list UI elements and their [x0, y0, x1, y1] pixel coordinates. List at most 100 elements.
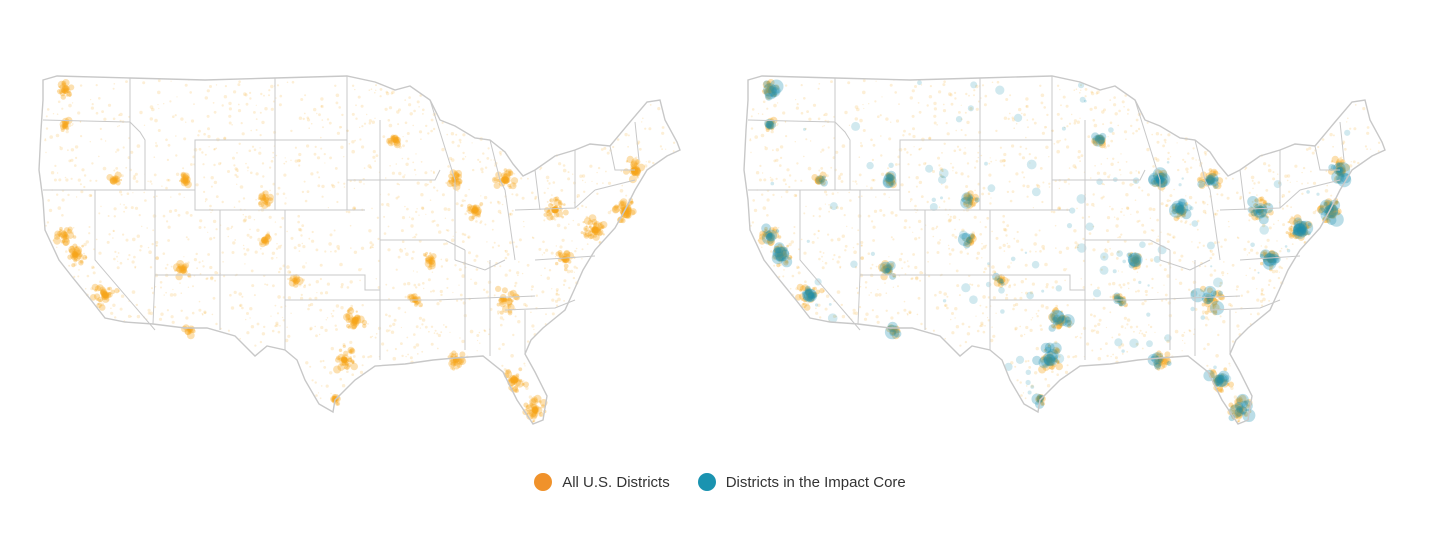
district-dot [1224, 378, 1228, 383]
district-dot [551, 203, 554, 207]
district-dot [1252, 187, 1254, 190]
district-dot [207, 231, 209, 233]
district-dot [67, 90, 71, 95]
district-dot [473, 208, 477, 212]
district-dot [858, 156, 861, 158]
district-dot [871, 178, 874, 182]
district-dot [180, 171, 187, 178]
district-dot [136, 234, 140, 238]
district-dot [428, 262, 436, 270]
district-dot [497, 244, 500, 247]
district-dot [424, 257, 429, 261]
district-dot [245, 162, 247, 165]
district-dot [227, 329, 230, 332]
district-dot [272, 100, 275, 103]
district-dot [479, 342, 481, 344]
district-dot [1289, 234, 1293, 238]
district-dot [599, 221, 603, 225]
district-dot [483, 329, 486, 332]
district-dot [1236, 285, 1239, 288]
impact-core-dot [1293, 217, 1303, 227]
district-dot [531, 408, 537, 414]
district-dot [513, 377, 520, 383]
district-dot [1064, 138, 1067, 141]
district-dot [1084, 95, 1087, 98]
district-dot [446, 277, 449, 281]
district-dot [951, 312, 954, 315]
district-dot [750, 127, 754, 130]
district-dot [875, 80, 877, 82]
district-dot [903, 226, 907, 229]
district-dot [374, 117, 376, 119]
district-dot [261, 236, 269, 244]
district-dot [932, 329, 935, 332]
district-dot [116, 255, 118, 258]
district-dot [1020, 394, 1023, 397]
district-dot [1108, 282, 1112, 286]
district-dot [1265, 189, 1269, 192]
district-dot [1095, 135, 1100, 141]
district-dot [319, 308, 323, 312]
district-dot [551, 298, 555, 302]
impact-core-dot [960, 196, 973, 209]
district-dot [890, 236, 893, 239]
district-dot [326, 317, 329, 319]
district-dot [471, 207, 478, 214]
district-dot [858, 173, 862, 177]
district-dot [777, 252, 783, 257]
district-dot [780, 156, 783, 159]
district-dot [1127, 108, 1130, 112]
district-dot [903, 129, 906, 133]
district-dot [351, 359, 355, 363]
district-dot [498, 299, 500, 302]
district-dot [1234, 404, 1240, 409]
district-dot [926, 251, 929, 254]
district-dot [231, 124, 233, 126]
district-dot [954, 91, 957, 94]
district-dot [172, 263, 181, 272]
district-dot [102, 166, 107, 171]
district-dot [263, 238, 267, 242]
district-dot [1054, 356, 1057, 360]
district-dot [996, 80, 1000, 84]
district-dot [1011, 116, 1015, 120]
impact-core-dot [1032, 355, 1042, 366]
impact-core-dot [884, 267, 890, 274]
district-dot [1322, 205, 1325, 208]
district-dot [1114, 112, 1118, 116]
district-dot [169, 100, 172, 103]
district-dot [452, 367, 456, 371]
district-dot [1048, 358, 1052, 362]
district-dot [1133, 258, 1141, 265]
impact-core-dot [1206, 299, 1211, 305]
district-dot [943, 292, 947, 296]
district-dot [454, 169, 463, 178]
district-dot [341, 356, 348, 364]
impact-core-dot [1150, 177, 1158, 186]
district-dot [796, 103, 799, 106]
district-dot [58, 233, 63, 238]
district-dot [819, 250, 822, 253]
district-dot [627, 134, 630, 137]
district-dot [249, 235, 253, 239]
district-dot [767, 123, 774, 130]
district-dot [1167, 157, 1170, 161]
district-dot [320, 147, 323, 150]
district-dot [71, 251, 79, 259]
impact-core-dot [1256, 209, 1262, 215]
district-dot [1046, 356, 1053, 363]
district-dot [469, 329, 474, 334]
district-dot [95, 238, 98, 241]
district-dot [918, 180, 923, 185]
district-dot [995, 236, 999, 240]
district-dot [1123, 130, 1128, 134]
district-dot [504, 291, 507, 294]
district-dot [119, 112, 123, 117]
district-dot [63, 231, 68, 237]
district-dot [66, 91, 73, 97]
state-border [504, 189, 516, 261]
district-dot [1155, 355, 1159, 359]
state-border [194, 190, 275, 211]
impact-core-dot [1176, 205, 1185, 214]
district-dot [600, 226, 604, 230]
